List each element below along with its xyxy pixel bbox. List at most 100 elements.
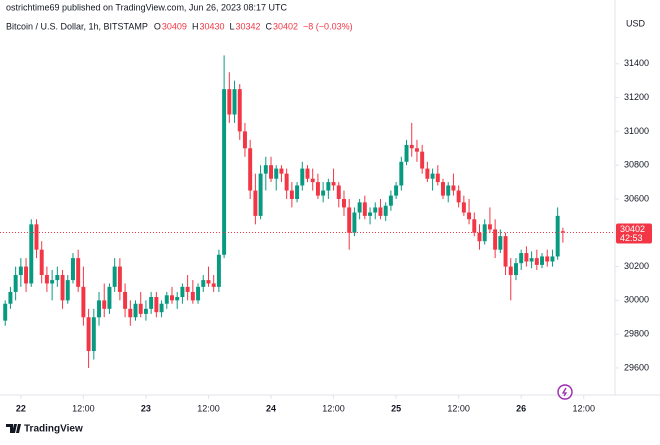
candle-body: [154, 296, 159, 313]
candle-body: [321, 190, 326, 196]
candle-body: [498, 236, 503, 250]
candle-body: [467, 212, 472, 220]
legend-key: H: [192, 21, 199, 31]
candle-body: [269, 165, 273, 179]
candle-body: [284, 173, 289, 191]
candle-body: [383, 205, 388, 216]
candle-body: [326, 182, 331, 191]
candle-body: [232, 89, 237, 115]
x-tick-label: 23: [141, 403, 151, 413]
candle-body: [60, 275, 65, 301]
symbol: Bitcoin / U.S. Dollar, 1h, BITSTAMP: [6, 21, 148, 31]
candle-body: [508, 266, 513, 276]
icon-circle: [557, 384, 573, 400]
y-tick-label: 30200: [624, 261, 649, 271]
candle-body: [295, 185, 300, 199]
candle-body: [180, 286, 185, 297]
y-tick-label: 31000: [624, 126, 649, 136]
candle-body: [65, 280, 70, 301]
y-tick-label: 30800: [624, 160, 649, 170]
candle-body: [274, 168, 279, 179]
legend-key: O: [154, 21, 161, 31]
currency: USD: [626, 18, 646, 28]
x-tick-label: 24: [266, 403, 276, 413]
candle-body: [441, 182, 445, 196]
candle-body: [29, 224, 34, 284]
candle-body: [435, 173, 440, 183]
candle-body: [216, 254, 221, 287]
candle-body: [164, 295, 169, 304]
candle-body: [263, 165, 268, 174]
candle-body: [362, 202, 367, 216]
legend-key: L: [229, 21, 234, 31]
candle-body: [3, 303, 8, 321]
candle-body: [524, 253, 529, 262]
x-tick-label: 12:00: [572, 403, 595, 413]
candle-body: [545, 256, 550, 262]
candle-body: [248, 148, 253, 191]
candle-body: [378, 207, 383, 216]
candle-body: [555, 215, 560, 257]
logo-mark: [6, 424, 21, 433]
candle-body: [206, 280, 211, 284]
candle-body: [133, 303, 138, 318]
candle-body: [196, 286, 201, 301]
candle-body: [138, 303, 143, 314]
y-tick-label: 31400: [624, 58, 649, 68]
candle-body: [117, 266, 122, 292]
candle-body: [399, 161, 404, 186]
candle-body: [487, 224, 492, 230]
candle-body: [222, 89, 227, 255]
x-tick-label: 26: [516, 403, 526, 413]
candle-body: [357, 202, 362, 213]
candle-body: [347, 207, 352, 233]
x-tick-label: 25: [391, 403, 401, 413]
candle-body: [331, 182, 336, 186]
candle-body: [8, 291, 13, 304]
candle-body: [91, 317, 96, 352]
candle-body: [44, 275, 49, 284]
candle-body: [472, 219, 477, 233]
candle-body: [456, 190, 461, 203]
legend-value: 30409: [162, 21, 187, 31]
candle-body: [86, 317, 91, 352]
candle-body: [336, 185, 341, 199]
candle-body: [237, 89, 242, 132]
candle-body: [420, 151, 425, 169]
candle-body: [190, 291, 195, 301]
candle-body: [258, 173, 263, 216]
last-price-label: 30402: [620, 224, 645, 234]
y-tick-label: 31200: [624, 92, 649, 102]
candle-body: [18, 266, 23, 276]
legend-value: 30430: [199, 21, 224, 31]
candle-body: [107, 286, 112, 309]
candle-body: [461, 202, 466, 213]
candle-body: [279, 168, 284, 174]
legend: Bitcoin / U.S. Dollar, 1h, BITSTAMP O 304…: [6, 21, 353, 31]
candle-body: [534, 258, 539, 265]
candle-body: [289, 190, 294, 199]
candle-body: [227, 89, 232, 115]
candle-body: [414, 148, 419, 152]
y-tick-label: 29600: [624, 362, 649, 372]
candle-body: [513, 263, 518, 276]
x-tick-label: 22: [16, 403, 26, 413]
candle-body: [24, 266, 29, 284]
y-tick-label: 30600: [624, 193, 649, 203]
x-tick-label: 12:00: [197, 403, 220, 413]
candle-body: [253, 190, 258, 216]
candle-body: [519, 253, 524, 264]
logo: [6, 424, 21, 433]
candle-body: [211, 283, 216, 287]
candle-body: [540, 256, 545, 265]
y-tick-label: 30000: [624, 295, 649, 305]
candle-body: [560, 231, 565, 233]
candle-body: [482, 224, 487, 242]
candle-body: [305, 168, 310, 179]
candle-body: [451, 185, 456, 191]
ai-icon[interactable]: [557, 384, 573, 400]
candle-body: [70, 258, 75, 281]
x-tick-label: 12:00: [72, 403, 95, 413]
